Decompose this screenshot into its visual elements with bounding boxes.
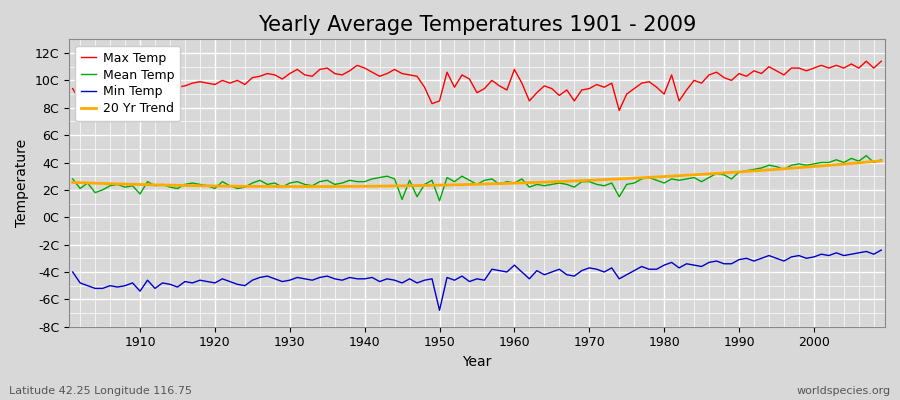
20 Yr Trend — [509, 181, 520, 186]
X-axis label: Year: Year — [463, 355, 491, 369]
Max Temp — [598, 85, 609, 90]
Max Temp — [614, 108, 625, 113]
20 Yr Trend — [127, 182, 138, 187]
Text: worldspecies.org: worldspecies.org — [796, 386, 891, 396]
Mean Temp — [861, 153, 872, 158]
20 Yr Trend — [876, 158, 886, 163]
Mean Temp — [292, 179, 302, 184]
Max Temp — [68, 86, 78, 91]
Max Temp — [292, 67, 302, 72]
Min Temp — [127, 280, 138, 285]
Line: Max Temp: Max Temp — [73, 61, 881, 110]
Legend: Max Temp, Mean Temp, Min Temp, 20 Yr Trend: Max Temp, Mean Temp, Min Temp, 20 Yr Tre… — [76, 46, 180, 121]
20 Yr Trend — [68, 180, 78, 185]
Mean Temp — [337, 181, 347, 186]
20 Yr Trend — [300, 184, 310, 189]
Max Temp — [861, 59, 872, 64]
Mean Temp — [127, 183, 138, 188]
Min Temp — [292, 275, 302, 280]
Max Temp — [876, 59, 886, 64]
Min Temp — [607, 266, 617, 270]
Min Temp — [517, 270, 527, 274]
Title: Yearly Average Temperatures 1901 - 2009: Yearly Average Temperatures 1901 - 2009 — [257, 15, 696, 35]
Text: Latitude 42.25 Longitude 116.75: Latitude 42.25 Longitude 116.75 — [9, 386, 192, 396]
Max Temp — [127, 92, 138, 96]
Mean Temp — [68, 176, 78, 181]
Mean Temp — [876, 157, 886, 162]
Max Temp — [501, 88, 512, 92]
20 Yr Trend — [345, 184, 356, 189]
Min Temp — [876, 248, 886, 252]
Line: 20 Yr Trend: 20 Yr Trend — [73, 161, 881, 186]
Mean Temp — [509, 181, 520, 186]
20 Yr Trend — [517, 180, 527, 185]
Min Temp — [434, 308, 445, 313]
20 Yr Trend — [607, 177, 617, 182]
Mean Temp — [517, 176, 527, 181]
Min Temp — [337, 278, 347, 282]
Y-axis label: Temperature: Temperature — [15, 139, 29, 227]
Min Temp — [509, 263, 520, 268]
Max Temp — [337, 72, 347, 77]
Line: Mean Temp: Mean Temp — [73, 156, 881, 201]
Mean Temp — [434, 198, 445, 203]
Mean Temp — [607, 181, 617, 186]
Min Temp — [68, 270, 78, 274]
20 Yr Trend — [292, 184, 302, 189]
Line: Min Temp: Min Temp — [73, 250, 881, 310]
Max Temp — [509, 67, 520, 72]
